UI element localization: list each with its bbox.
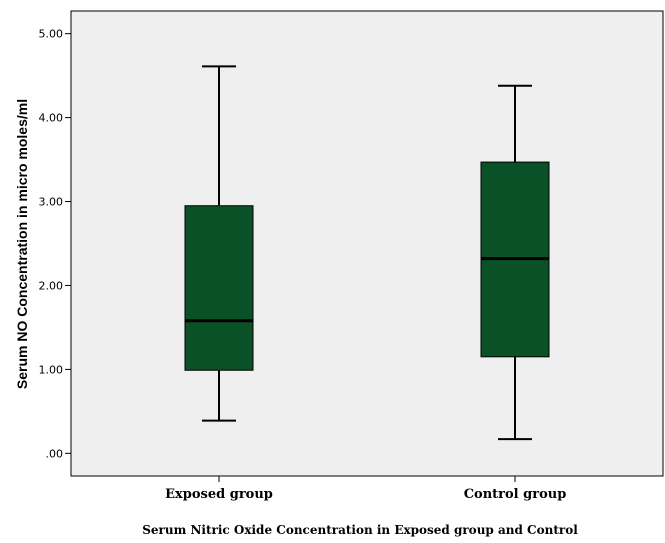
y-tick-label: .00: [46, 447, 64, 460]
iqr-box: [184, 205, 254, 371]
box-control-group: [480, 84, 550, 441]
y-tick-label: 2.00: [39, 279, 64, 292]
x-tick-label: Control group: [464, 487, 567, 502]
y-tick-label: 3.00: [39, 196, 64, 209]
y-tick-label: 4.00: [39, 112, 64, 125]
box-exposed-group: [184, 65, 254, 422]
plot-area: [70, 10, 664, 477]
x-axis-title: Serum Nitric Oxide Concentration in Expo…: [142, 523, 578, 537]
y-tick-label: 5.00: [39, 28, 64, 41]
box-series: [184, 65, 550, 441]
x-tick-label: Exposed group: [165, 487, 273, 502]
y-tick-label: 1.00: [39, 363, 64, 376]
y-axis: .00 1.00 2.00 3.00 4.00 5.00: [39, 28, 71, 460]
x-axis: Exposed group Control group: [165, 476, 566, 502]
y-axis-title: Serum NO Concentration in micro moles/ml: [14, 99, 30, 389]
